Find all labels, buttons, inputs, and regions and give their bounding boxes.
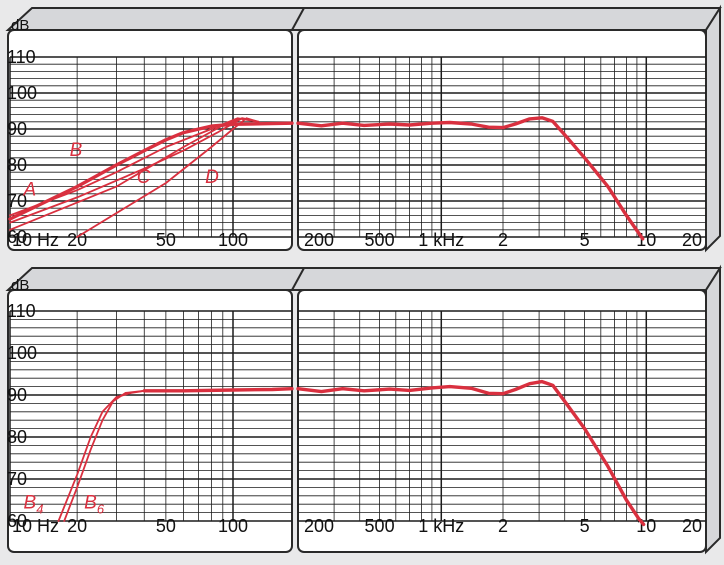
panel-top-edge [5,267,722,291]
x-tick-label: 2 [498,516,508,536]
x-tick-label: 2 [498,230,508,250]
series-line-response [142,379,646,527]
x-tick-label: 5 [580,230,590,250]
chart-panel-2: 60 70 80 90 100 110 dB 10 Hz 20 50 100 200 500 1 kHz 2… [5,264,722,555]
series-label-subscript: 4 [36,501,43,516]
y-tick-label-60: 60 [7,227,27,247]
x-tick-label: 20 [67,516,87,536]
x-tick-label: 10 Hz [12,516,59,536]
y-tick-label-70: 70 [7,469,27,489]
x-tick-label: 100 [218,516,248,536]
x-tick-label: 200 [304,516,334,536]
chart-panel-1: 60 70 80 90 100 110 dB 10 Hz 20 50 100 200 500 1 kHz 2… [5,4,722,253]
x-tick-label: 1 kHz [418,516,464,536]
series-label-B: B [70,140,83,161]
series-line-response [8,116,645,241]
y-unit-label: dB [11,17,29,34]
series-line-B [9,117,260,217]
y-tick-label-110: 110 [7,47,36,67]
x-tick-label: 500 [365,516,395,536]
panel-top-edge [5,7,722,31]
y-tick-label-70: 70 [7,191,27,211]
x-tick-label: 50 [156,516,176,536]
y-tick-label-110: 110 [7,301,36,321]
panel-face-left [7,29,293,251]
panel-right-edge [705,4,721,253]
y-tick-label-100: 100 [7,343,37,363]
x-tick-label: 1 kHz [418,230,464,250]
y-unit-label: dB [11,277,29,294]
series-label-A: A [23,180,37,201]
x-tick-label: 20 [682,516,702,536]
y-tick-label-90: 90 [7,385,27,405]
panel-face-right [297,29,707,251]
y-tick-label-60: 60 [7,511,27,531]
panel-fold-line [291,7,305,31]
x-tick-label: 500 [365,230,395,250]
y-tick-label-80: 80 [7,155,27,175]
x-tick-label: 10 Hz [12,230,59,250]
panel-fold-line [291,267,305,291]
x-tick-label: 5 [580,516,590,536]
series-label-D: D [205,167,219,188]
panel-face-left [7,289,293,553]
x-tick-label: 20 [682,230,702,250]
x-tick-label: 200 [304,230,334,250]
series-line-B6 [63,389,146,522]
panel-right-edge [705,264,721,555]
series-label-C: C [137,167,151,188]
y-tick-label-80: 80 [7,427,27,447]
series-label-subscript: 6 [97,501,105,516]
x-tick-label: 20 [67,230,87,250]
y-tick-label-100: 100 [7,83,37,103]
y-tick-label-90: 90 [7,119,27,139]
series-line-D [76,117,260,238]
x-tick-label: 100 [218,230,248,250]
x-tick-label: 50 [156,230,176,250]
